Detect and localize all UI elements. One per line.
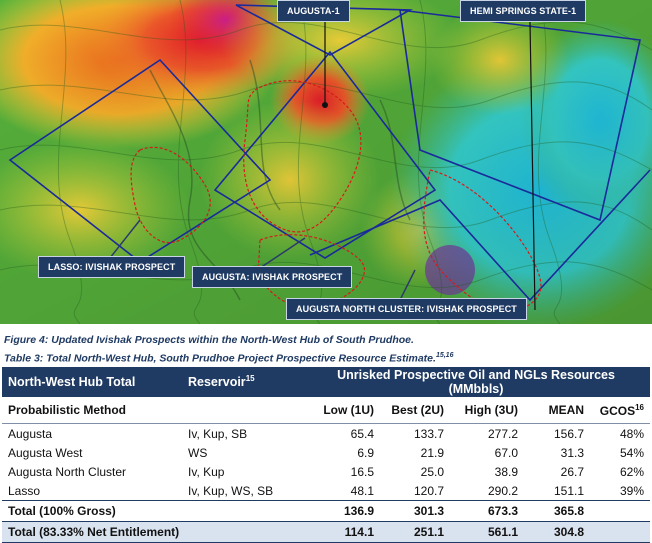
row-gcos: 39% [619,483,644,498]
label-augusta-1: AUGUSTA-1 [277,0,350,22]
row-mean: 26.7 [560,464,584,479]
subheader-gcos-sup: 16 [635,402,644,412]
prospect-map: AUGUSTA-1 HEMI SPRINGS STATE-1 LASSO: IV… [0,0,652,324]
subheader-best: Best (2U) [380,397,450,424]
row-mean: 31.3 [560,445,584,460]
net-name: Total (83.33% Net Entitlement) [2,521,302,543]
row-high: 38.9 [494,464,518,479]
row-low: 48.1 [350,483,374,498]
row-low: 65.4 [350,426,374,441]
table-row: Lasso Iv, Kup, WS, SB 48.1 120.7 290.2 1… [2,481,650,501]
table-row: Augusta Iv, Kup, SB 65.4 133.7 277.2 156… [2,424,650,444]
table-caption: Table 3: Total North-West Hub, South Pru… [4,352,453,365]
total-high: 673.3 [450,500,524,522]
table-caption-text: Table 3: Total North-West Hub, South Pru… [4,352,436,365]
header-reservoir: Reservoir15 [182,367,302,397]
row-best: 120.7 [413,483,444,498]
row-mean: 151.1 [553,483,584,498]
label-augusta-prospect: AUGUSTA: IVISHAK PROSPECT [192,266,353,288]
subheader-gcos: GCOS16 [590,397,650,424]
table-header-row: North-West Hub Total Reservoir15 Unriske… [2,367,650,397]
row-mean: 156.7 [553,426,584,441]
row-name: Lasso [8,483,41,498]
row-high: 290.2 [487,483,518,498]
total-low: 136.9 [302,500,380,522]
total-net-row: Total (83.33% Net Entitlement) 114.1 251… [2,521,650,543]
label-hemi-springs: HEMI SPRINGS STATE-1 [460,0,587,22]
subheader-low: Low (1U) [302,397,380,424]
header-reservoir-label: Reservoir [188,375,246,390]
subheader-method: Probabilistic Method [2,397,302,424]
row-name: Augusta West [8,445,83,460]
header-hub-total: North-West Hub Total [2,367,182,397]
table-row: Augusta North Cluster Iv, Kup 16.5 25.0 … [2,462,650,481]
table-row: Augusta West WS 6.9 21.9 67.0 31.3 54% [2,443,650,462]
row-reservoir: Iv, Kup, SB [188,426,248,441]
row-high: 67.0 [494,445,518,460]
row-high: 277.2 [487,426,518,441]
net-best: 251.1 [380,521,450,543]
total-mean: 365.8 [524,500,590,522]
row-gcos: 62% [619,464,644,479]
row-low: 16.5 [350,464,374,479]
row-best: 25.0 [420,464,444,479]
total-name: Total (100% Gross) [2,500,302,522]
total-best: 301.3 [380,500,450,522]
map-image [0,0,652,324]
subheader-high: High (3U) [450,397,524,424]
row-reservoir: Iv, Kup, WS, SB [188,483,274,498]
total-gross-row: Total (100% Gross) 136.9 301.3 673.3 365… [2,500,650,522]
resource-table: North-West Hub Total Reservoir15 Unriske… [2,367,650,543]
total-gcos [590,500,650,522]
subheader-gcos-label: GCOS [599,403,636,418]
row-name: Augusta North Cluster [8,464,127,479]
row-best: 21.9 [420,445,444,460]
row-gcos: 48% [619,426,644,441]
row-reservoir: Iv, Kup [188,464,225,479]
table-caption-sup: 15,16 [435,352,454,359]
net-mean: 304.8 [524,521,590,543]
row-best: 133.7 [413,426,444,441]
label-lasso-prospect: LASSO: IVISHAK PROSPECT [38,256,186,278]
header-resources: Unrisked Prospective Oil and NGLs Resour… [302,367,650,397]
row-gcos: 54% [619,445,644,460]
figure-caption: Figure 4: Updated Ivishak Prospects with… [4,334,414,346]
row-name: Augusta [8,426,53,441]
net-low: 114.1 [302,521,380,543]
net-gcos [590,521,650,543]
row-low: 6.9 [357,445,374,460]
label-augusta-north-prospect: AUGUSTA NORTH CLUSTER: IVISHAK PROSPECT [286,298,527,320]
subheader-mean: MEAN [524,397,590,424]
table-subheader-row: Probabilistic Method Low (1U) Best (2U) … [2,397,650,424]
net-high: 561.1 [450,521,524,543]
header-reservoir-sup: 15 [245,374,255,384]
row-reservoir: WS [188,445,208,460]
